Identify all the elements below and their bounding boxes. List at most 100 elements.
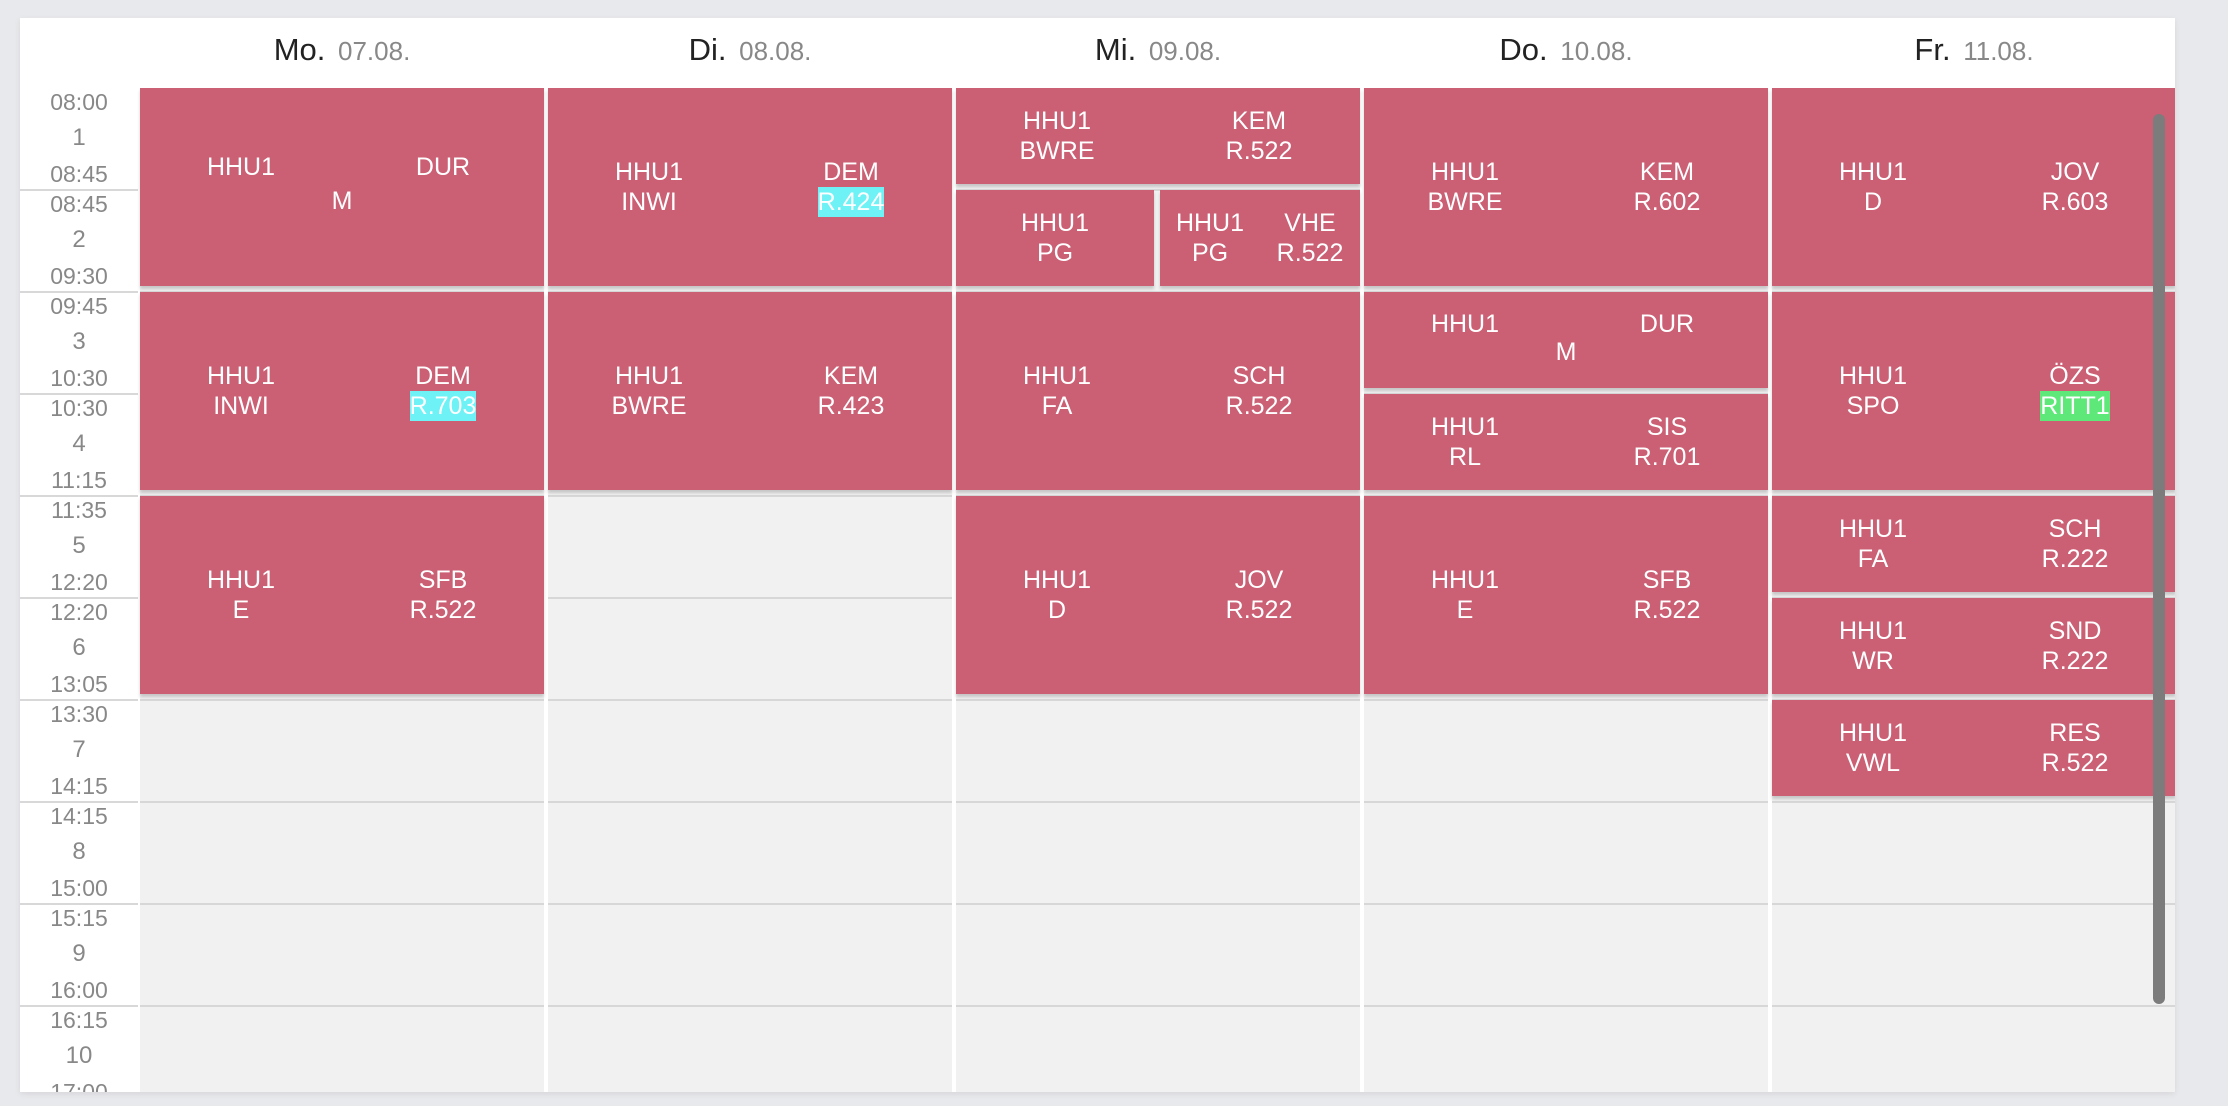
lesson-subject: D: [1863, 188, 1883, 216]
lesson-subject: VWL: [1845, 749, 1901, 777]
period-gridline: [140, 903, 544, 905]
lesson-room: R.701: [1633, 443, 1701, 471]
period-number: 1: [72, 124, 86, 151]
lesson-subject: E: [1456, 596, 1474, 624]
day-column-mo: HHU1 DUR M HHU1 INWI DEM R.703 HHU1 E SFB R.…: [140, 88, 544, 1092]
lesson-block[interactable]: HHU1 SPO ÖZS RITT1: [1772, 292, 2175, 490]
period-gridline: [1364, 699, 1768, 701]
period-divider: [20, 495, 138, 497]
period-gridline: [1364, 903, 1768, 905]
period-gridline: [1772, 1005, 2175, 1007]
period-gridline: [548, 1005, 952, 1007]
lesson-class: HHU1: [206, 362, 276, 390]
lesson-teacher: SFB: [1642, 566, 1692, 594]
lesson-block[interactable]: HHU1 FA SCH R.222: [1772, 496, 2175, 592]
day-header-fr[interactable]: Fr. 11.08.: [1772, 32, 2175, 72]
day-name: Mi.: [1094, 32, 1137, 67]
day-header-mo[interactable]: Mo. 07.08.: [140, 32, 544, 72]
lesson-subject: RL: [1449, 443, 1481, 471]
day-header-do[interactable]: Do. 10.08.: [1364, 32, 1768, 72]
period-gridline: [1364, 1005, 1768, 1007]
period-gridline: [1772, 801, 2175, 803]
lesson-class: HHU1: [1838, 158, 1908, 186]
day-name: Mo.: [273, 32, 326, 67]
lesson-block[interactable]: HHU1 DUR M: [1364, 292, 1768, 388]
lesson-subject: D: [1047, 596, 1067, 624]
lesson-room: R.522: [1633, 596, 1701, 624]
vertical-scrollbar[interactable]: [2145, 88, 2175, 1092]
lesson-teacher: KEM: [823, 362, 879, 390]
lesson-block[interactable]: HHU1 VWL RES R.522: [1772, 700, 2175, 796]
lesson-class: HHU1: [1430, 566, 1500, 594]
timetable-header: Mo. 07.08. Di. 08.08. Mi. 09.08. Do. 10.…: [20, 18, 2175, 88]
day-name: Do.: [1499, 32, 1548, 67]
lesson-block[interactable]: HHU1 BWRE KEM R.602: [1364, 88, 1768, 286]
period-divider: [20, 597, 138, 599]
period-2: 08:45 2 09:30: [20, 190, 138, 292]
period-end: 13:05: [50, 671, 108, 697]
lesson-block[interactable]: HHU1 D JOV R.522: [956, 496, 1360, 694]
period-end: 14:15: [50, 773, 108, 799]
period-number: 6: [72, 634, 86, 661]
lesson-block[interactable]: HHU1 INWI DEM R.424: [548, 88, 952, 286]
period-6: 12:20 6 13:05: [20, 598, 138, 700]
lesson-block[interactable]: HHU1 BWRE KEM R.423: [548, 292, 952, 490]
lesson-block[interactable]: HHU1 WR SND R.222: [1772, 598, 2175, 694]
period-number: 8: [72, 838, 86, 865]
day-name: Fr.: [1914, 32, 1951, 67]
period-divider: [20, 801, 138, 803]
period-start: 14:15: [50, 803, 108, 829]
lesson-room: R.522: [1276, 239, 1344, 267]
period-divider: [20, 393, 138, 395]
lesson-block[interactable]: HHU1 E SFB R.522: [140, 496, 544, 694]
period-divider: [20, 903, 138, 905]
day-column-di: HHU1 INWI DEM R.424 HHU1 BWRE KEM R.423: [548, 88, 952, 1092]
lesson-teacher: SCH: [1232, 362, 1286, 390]
period-gridline: [140, 801, 544, 803]
lesson-room: R.522: [2041, 749, 2109, 777]
period-end: 12:20: [50, 569, 108, 595]
lesson-subject: FA: [1041, 392, 1073, 420]
period-gridline: [548, 903, 952, 905]
lesson-block[interactable]: HHU1 FA SCH R.522: [956, 292, 1360, 490]
period-gridline: [956, 189, 1360, 191]
lesson-block[interactable]: HHU1 PG: [956, 190, 1154, 286]
lesson-class: HHU1: [614, 362, 684, 390]
period-number: 4: [72, 430, 86, 457]
lesson-room-changed: R.703: [409, 391, 477, 421]
lesson-room: R.522: [1225, 392, 1293, 420]
lesson-block[interactable]: HHU1 BWRE KEM R.522: [956, 88, 1360, 184]
lesson-block[interactable]: HHU1 RL SIS R.701: [1364, 394, 1768, 490]
period-start: 15:15: [50, 905, 108, 931]
scrollbar-thumb[interactable]: [2153, 114, 2165, 1004]
lesson-class: HHU1: [1838, 617, 1908, 645]
lesson-room: R.222: [2041, 545, 2109, 573]
lesson-room: R.222: [2041, 647, 2109, 675]
lesson-teacher: JOV: [2050, 158, 2100, 186]
period-gridline: [1364, 801, 1768, 803]
period-gridline: [956, 1005, 1360, 1007]
period-gridline: [1772, 903, 2175, 905]
period-gridline: [956, 699, 1360, 701]
lesson-class: HHU1: [1022, 107, 1092, 135]
day-header-mi[interactable]: Mi. 09.08.: [956, 32, 1360, 72]
lesson-block[interactable]: HHU1 INWI DEM R.703: [140, 292, 544, 490]
lesson-block[interactable]: HHU1 E SFB R.522: [1364, 496, 1768, 694]
day-column-do: HHU1 BWRE KEM R.602 HHU1 DUR M HHU1 RL SIS R…: [1364, 88, 1768, 1092]
day-date: 11.08.: [1963, 36, 2034, 66]
lesson-class: HHU1: [1838, 515, 1908, 543]
period-gridline: [956, 903, 1360, 905]
period-7: 13:30 7 14:15: [20, 700, 138, 802]
period-gridline: [548, 495, 952, 497]
lesson-room: R.522: [409, 596, 477, 624]
lesson-block[interactable]: HHU1 PG VHE R.522: [1160, 190, 1360, 286]
lesson-class: HHU1: [1838, 362, 1908, 390]
lesson-teacher: SND: [2048, 617, 2102, 645]
lesson-subject: E: [232, 596, 250, 624]
lesson-block[interactable]: HHU1 DUR M: [140, 88, 544, 286]
lesson-room: R.522: [1225, 596, 1293, 624]
lesson-teacher: DUR: [1639, 310, 1695, 338]
day-header-di[interactable]: Di. 08.08.: [548, 32, 952, 72]
period-5: 11:35 5 12:20: [20, 496, 138, 598]
lesson-block[interactable]: HHU1 D JOV R.603: [1772, 88, 2175, 286]
